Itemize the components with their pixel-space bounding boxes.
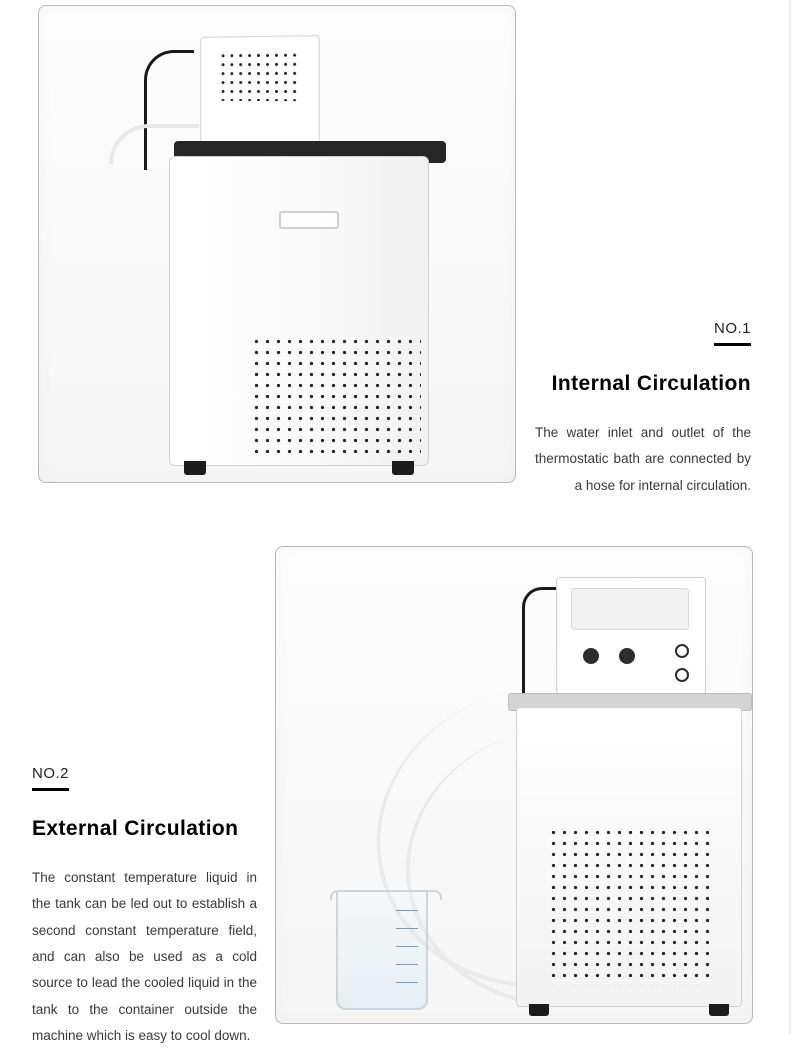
section-title: External Circulation xyxy=(32,817,257,841)
product-image-internal xyxy=(38,5,516,483)
text-block-internal: NO.1 Internal Circulation The water inle… xyxy=(535,320,751,499)
section-title: Internal Circulation xyxy=(535,372,751,396)
section-internal-circulation: NO.1 Internal Circulation The water inle… xyxy=(0,0,791,520)
product-image-external xyxy=(275,546,753,1024)
controller-unit-icon xyxy=(556,577,706,695)
section-description: The constant temperature liquid in the t… xyxy=(32,865,257,1049)
section-number: NO.1 xyxy=(714,320,751,346)
vent-grid-icon xyxy=(548,827,716,985)
handle-icon xyxy=(279,211,339,229)
section-number: NO.2 xyxy=(32,765,69,791)
section-description: The water inlet and outlet of the thermo… xyxy=(535,420,751,499)
vent-grid-icon xyxy=(251,336,421,456)
section-external-circulation: NO.2 External Circulation The constant t… xyxy=(0,540,791,1035)
text-block-external: NO.2 External Circulation The constant t… xyxy=(32,765,257,1049)
controller-unit-icon xyxy=(200,35,319,145)
beaker-icon xyxy=(336,892,428,1010)
